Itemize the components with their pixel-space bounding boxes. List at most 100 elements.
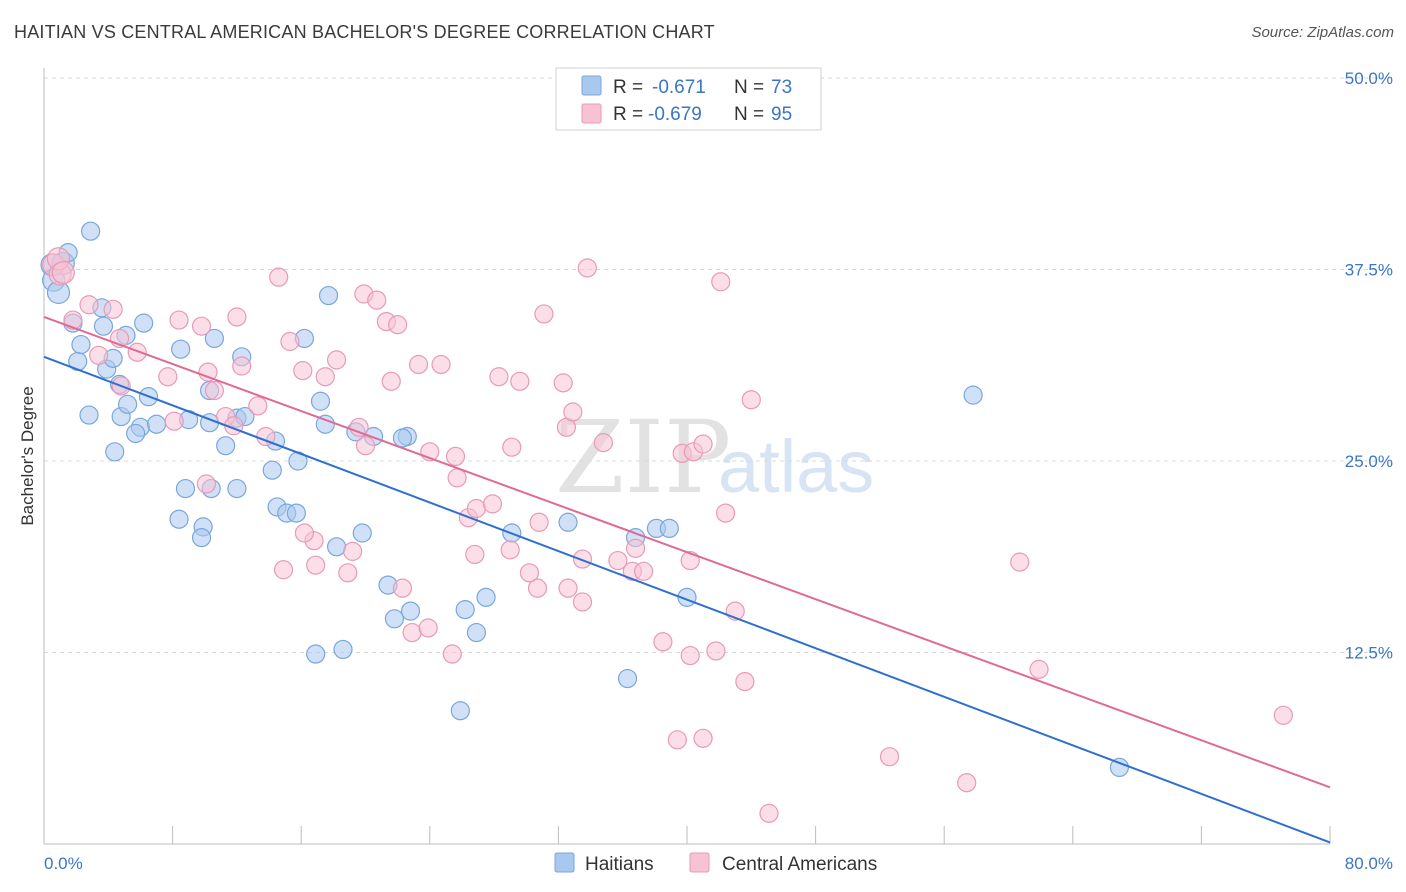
- data-point-haitians: [963, 385, 983, 405]
- data-point-central-americans: [957, 773, 977, 793]
- data-point-central-americans: [510, 371, 530, 391]
- data-point-central-americans: [127, 342, 147, 362]
- data-point-central-americans: [232, 356, 252, 376]
- y-tick-label: 12.5%: [1345, 644, 1393, 663]
- legend-r-value: -0.671: [652, 77, 706, 98]
- legend-swatch-haitians: [581, 75, 602, 96]
- data-point-haitians: [306, 644, 326, 664]
- data-point-haitians: [171, 339, 191, 359]
- data-point-central-americans: [63, 310, 83, 330]
- data-point-central-americans: [633, 561, 654, 581]
- data-point-central-americans: [519, 563, 540, 583]
- data-point-central-americans: [227, 307, 247, 327]
- data-point-central-americans: [355, 436, 376, 456]
- data-point-central-americans: [680, 550, 700, 571]
- legend-n-label: N =: [734, 104, 764, 125]
- data-point-central-americans: [466, 498, 487, 519]
- data-point-haitians: [93, 316, 114, 336]
- legend-n-value: 95: [771, 104, 792, 125]
- data-point-central-americans: [563, 402, 583, 422]
- data-point-haitians: [326, 537, 347, 557]
- data-point-central-americans: [735, 672, 755, 692]
- data-point-haitians: [318, 285, 339, 306]
- y-axis-title: Bachelor's Degree: [18, 386, 37, 525]
- data-point-central-americans: [500, 540, 520, 560]
- data-point-central-americans: [326, 350, 347, 370]
- data-point-central-americans: [269, 267, 289, 287]
- data-point-central-americans: [388, 315, 408, 335]
- watermark-zip: ZIP: [555, 399, 731, 516]
- data-point-central-americans: [408, 354, 429, 375]
- data-point-central-americans: [608, 550, 628, 571]
- legend-n-label: N =: [734, 77, 764, 98]
- data-point-central-americans: [879, 747, 900, 767]
- series-central-americans-points: [42, 247, 1293, 823]
- data-point-central-americans: [191, 316, 212, 336]
- data-point-central-americans: [447, 468, 467, 488]
- data-point-central-americans: [418, 618, 438, 638]
- data-point-haitians: [400, 601, 421, 621]
- data-point-central-americans: [445, 446, 466, 467]
- data-point-haitians: [352, 523, 372, 543]
- bottom-legend-swatch-central-americans: [689, 852, 710, 873]
- data-point-haitians: [450, 701, 470, 721]
- data-point-central-americans: [204, 380, 224, 401]
- data-point-central-americans: [79, 295, 99, 315]
- data-point-central-americans: [89, 345, 109, 365]
- regression-line-haitians: [43, 355, 1331, 844]
- data-point-haitians: [476, 587, 496, 607]
- data-point-haitians: [169, 509, 189, 529]
- x-tick-label-min: 0.0%: [44, 854, 83, 873]
- data-point-central-americans: [572, 592, 593, 612]
- legend-n-value: 73: [771, 77, 792, 98]
- legend-r-label: R =: [613, 77, 643, 98]
- data-point-central-americans: [273, 560, 294, 580]
- y-tick-label: 37.5%: [1345, 261, 1393, 280]
- data-point-haitians: [333, 639, 353, 660]
- chart-title: HAITIAN VS CENTRAL AMERICAN BACHELOR'S D…: [14, 22, 715, 42]
- data-point-central-americans: [693, 434, 713, 454]
- data-point-central-americans: [667, 730, 687, 750]
- data-point-central-americans: [294, 523, 315, 543]
- data-point-central-americans: [534, 304, 554, 324]
- data-point-haitians: [286, 503, 306, 523]
- data-point-haitians: [310, 391, 331, 411]
- x-axis-ticks: [172, 826, 1331, 844]
- data-point-haitians: [117, 394, 138, 414]
- data-point-haitians: [204, 328, 224, 349]
- data-point-central-americans: [706, 641, 726, 661]
- watermark: ZIP atlas: [555, 399, 874, 516]
- data-point-central-americans: [306, 555, 326, 575]
- data-point-central-americans: [527, 578, 548, 598]
- data-point-central-americans: [196, 474, 216, 494]
- watermark-atlas: atlas: [718, 425, 874, 508]
- data-point-central-americans: [502, 437, 522, 457]
- legend-r-value: -0.679: [648, 104, 702, 125]
- data-point-central-americans: [680, 645, 700, 666]
- data-point-haitians: [455, 600, 475, 620]
- data-point-central-americans: [158, 367, 178, 387]
- data-point-central-americans: [431, 354, 451, 375]
- data-point-central-americans: [392, 578, 413, 598]
- data-point-central-americans: [343, 541, 363, 561]
- data-point-central-americans: [572, 549, 593, 569]
- data-point-haitians: [466, 622, 487, 643]
- data-point-central-americans: [1273, 705, 1293, 725]
- data-point-haitians: [558, 512, 578, 532]
- data-point-haitians: [262, 460, 282, 480]
- legend-r-label: R =: [613, 104, 643, 125]
- data-point-haitians: [175, 478, 196, 499]
- data-point-haitians: [79, 405, 99, 425]
- data-point-central-americans: [482, 494, 503, 514]
- data-point-haitians: [227, 478, 247, 499]
- legend: R = -0.671 N = 73 R = -0.679 N = 95: [555, 67, 822, 131]
- source-credit: Source: ZipAtlas.com: [1251, 24, 1394, 41]
- data-point-haitians: [617, 668, 638, 689]
- data-point-central-americans: [169, 310, 189, 330]
- data-point-central-americans: [367, 290, 387, 310]
- data-point-central-americans: [529, 512, 549, 532]
- regression-line-central-americans: [43, 316, 1331, 789]
- data-point-central-americans: [593, 433, 614, 453]
- data-point-central-americans: [442, 644, 462, 664]
